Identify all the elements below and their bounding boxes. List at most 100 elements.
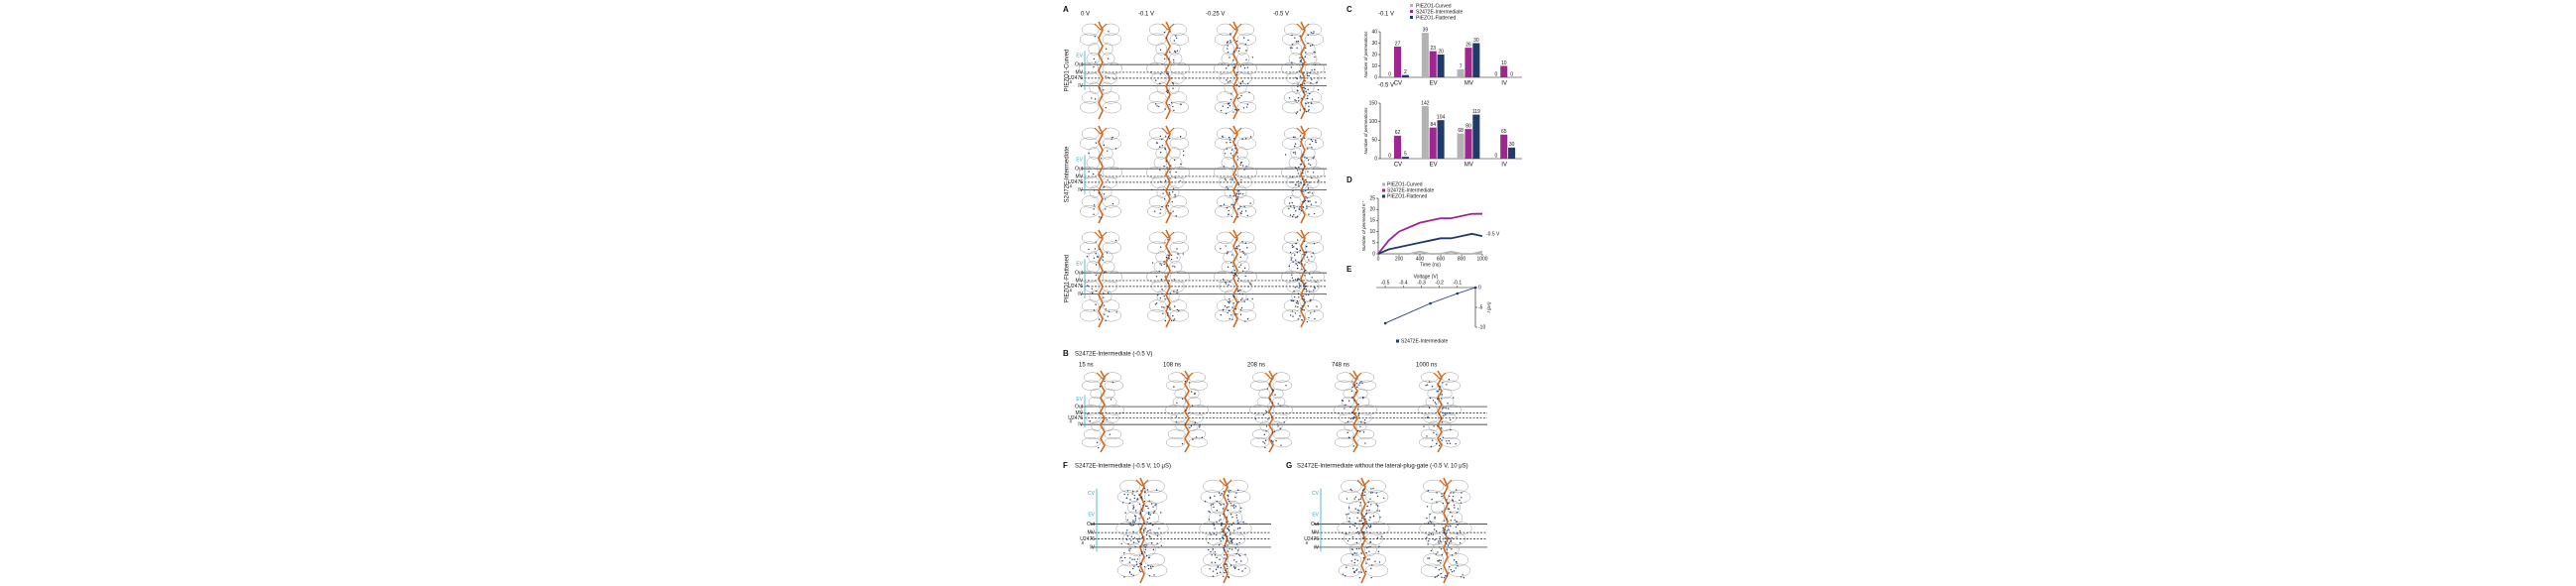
ion bbox=[1142, 504, 1144, 507]
region-label: EV bbox=[1076, 397, 1083, 403]
ion bbox=[1311, 78, 1313, 80]
ion bbox=[1360, 514, 1363, 516]
ion bbox=[1246, 103, 1249, 106]
ion bbox=[1245, 59, 1247, 61]
x-tick-label: IV bbox=[1501, 163, 1507, 169]
ion bbox=[1449, 442, 1452, 444]
ion bbox=[1086, 256, 1089, 258]
ion bbox=[1301, 83, 1303, 86]
ion bbox=[1163, 261, 1165, 263]
ion bbox=[1310, 203, 1313, 205]
value-label: 23 bbox=[1430, 46, 1436, 52]
ion bbox=[1243, 67, 1246, 69]
protein-outline bbox=[1272, 380, 1293, 391]
ion bbox=[1148, 500, 1150, 502]
ion bbox=[1163, 295, 1165, 297]
ion bbox=[1224, 177, 1227, 179]
region-label: In bbox=[1080, 541, 1085, 544]
protein-outline bbox=[1272, 428, 1291, 440]
y-tick-label: 0 bbox=[1372, 251, 1375, 257]
ion bbox=[1231, 155, 1233, 157]
ion bbox=[1298, 167, 1300, 169]
ion bbox=[1438, 385, 1440, 387]
ion bbox=[1346, 566, 1347, 568]
ion bbox=[1215, 533, 1218, 536]
ion bbox=[1234, 198, 1237, 200]
protein-outline bbox=[1341, 553, 1362, 567]
ion bbox=[1230, 272, 1232, 274]
protein-outline bbox=[1423, 479, 1445, 494]
ion bbox=[1155, 489, 1158, 491]
ion bbox=[1230, 149, 1233, 151]
ion bbox=[1307, 187, 1310, 189]
ion bbox=[1453, 492, 1455, 494]
ion bbox=[1179, 179, 1181, 182]
ion bbox=[1224, 534, 1227, 536]
ion bbox=[1227, 550, 1229, 552]
ion bbox=[1460, 502, 1463, 504]
ion bbox=[1344, 408, 1346, 410]
ion bbox=[1215, 568, 1218, 571]
ion bbox=[1293, 290, 1295, 293]
protein-outline bbox=[1086, 412, 1102, 423]
ion bbox=[1194, 421, 1197, 423]
ion bbox=[1194, 392, 1196, 394]
y-axis-label: I (pA) bbox=[1486, 301, 1491, 313]
ion bbox=[1225, 67, 1228, 69]
ion bbox=[1198, 426, 1201, 428]
time-label: 1000 ns bbox=[1416, 363, 1437, 369]
protein-outline bbox=[1148, 299, 1167, 312]
ion bbox=[1302, 200, 1304, 203]
ion bbox=[1244, 43, 1247, 46]
ion bbox=[1426, 517, 1428, 520]
ion bbox=[1155, 276, 1158, 278]
protein-outline bbox=[1104, 405, 1125, 415]
ion bbox=[1360, 421, 1362, 423]
protein-structure bbox=[1280, 229, 1326, 328]
ion bbox=[1314, 317, 1316, 320]
ion bbox=[1297, 302, 1299, 304]
ion bbox=[1450, 418, 1452, 421]
ion bbox=[1126, 535, 1129, 537]
ion bbox=[1232, 138, 1235, 140]
ion bbox=[1241, 192, 1244, 195]
ion bbox=[1311, 176, 1313, 179]
ion bbox=[1232, 295, 1235, 298]
ion bbox=[1242, 63, 1244, 66]
ion bbox=[1293, 295, 1296, 298]
ion bbox=[1363, 421, 1366, 424]
ion bbox=[1150, 567, 1152, 569]
ion bbox=[1244, 254, 1246, 256]
ion bbox=[1229, 79, 1231, 82]
region-label: MV bbox=[1076, 174, 1084, 179]
ion bbox=[1167, 305, 1170, 308]
ion bbox=[1305, 102, 1307, 104]
ion bbox=[1353, 412, 1355, 415]
ion bbox=[1181, 398, 1184, 401]
protein-outline bbox=[1271, 420, 1283, 431]
ion bbox=[1158, 270, 1160, 273]
ion bbox=[1306, 320, 1309, 323]
ion bbox=[1301, 260, 1303, 262]
ion bbox=[1168, 136, 1170, 138]
ion bbox=[1095, 264, 1098, 266]
ion bbox=[1296, 167, 1298, 170]
ion bbox=[1246, 298, 1248, 300]
protein-outline bbox=[1236, 299, 1255, 312]
protein-outline bbox=[1447, 511, 1464, 525]
ion bbox=[1305, 178, 1307, 181]
ion bbox=[1444, 537, 1447, 539]
ion bbox=[1133, 558, 1135, 561]
ion bbox=[1447, 442, 1449, 445]
ion bbox=[1237, 196, 1239, 198]
ion bbox=[1454, 507, 1456, 509]
ion bbox=[1144, 490, 1146, 492]
ion bbox=[1230, 505, 1232, 507]
ion bbox=[1187, 412, 1190, 414]
time-label: 15 ns bbox=[1079, 363, 1094, 369]
region-label: In bbox=[1304, 541, 1309, 544]
ion bbox=[1246, 82, 1249, 85]
ion bbox=[1163, 31, 1166, 34]
ion bbox=[1226, 517, 1229, 519]
ion bbox=[1303, 86, 1305, 89]
